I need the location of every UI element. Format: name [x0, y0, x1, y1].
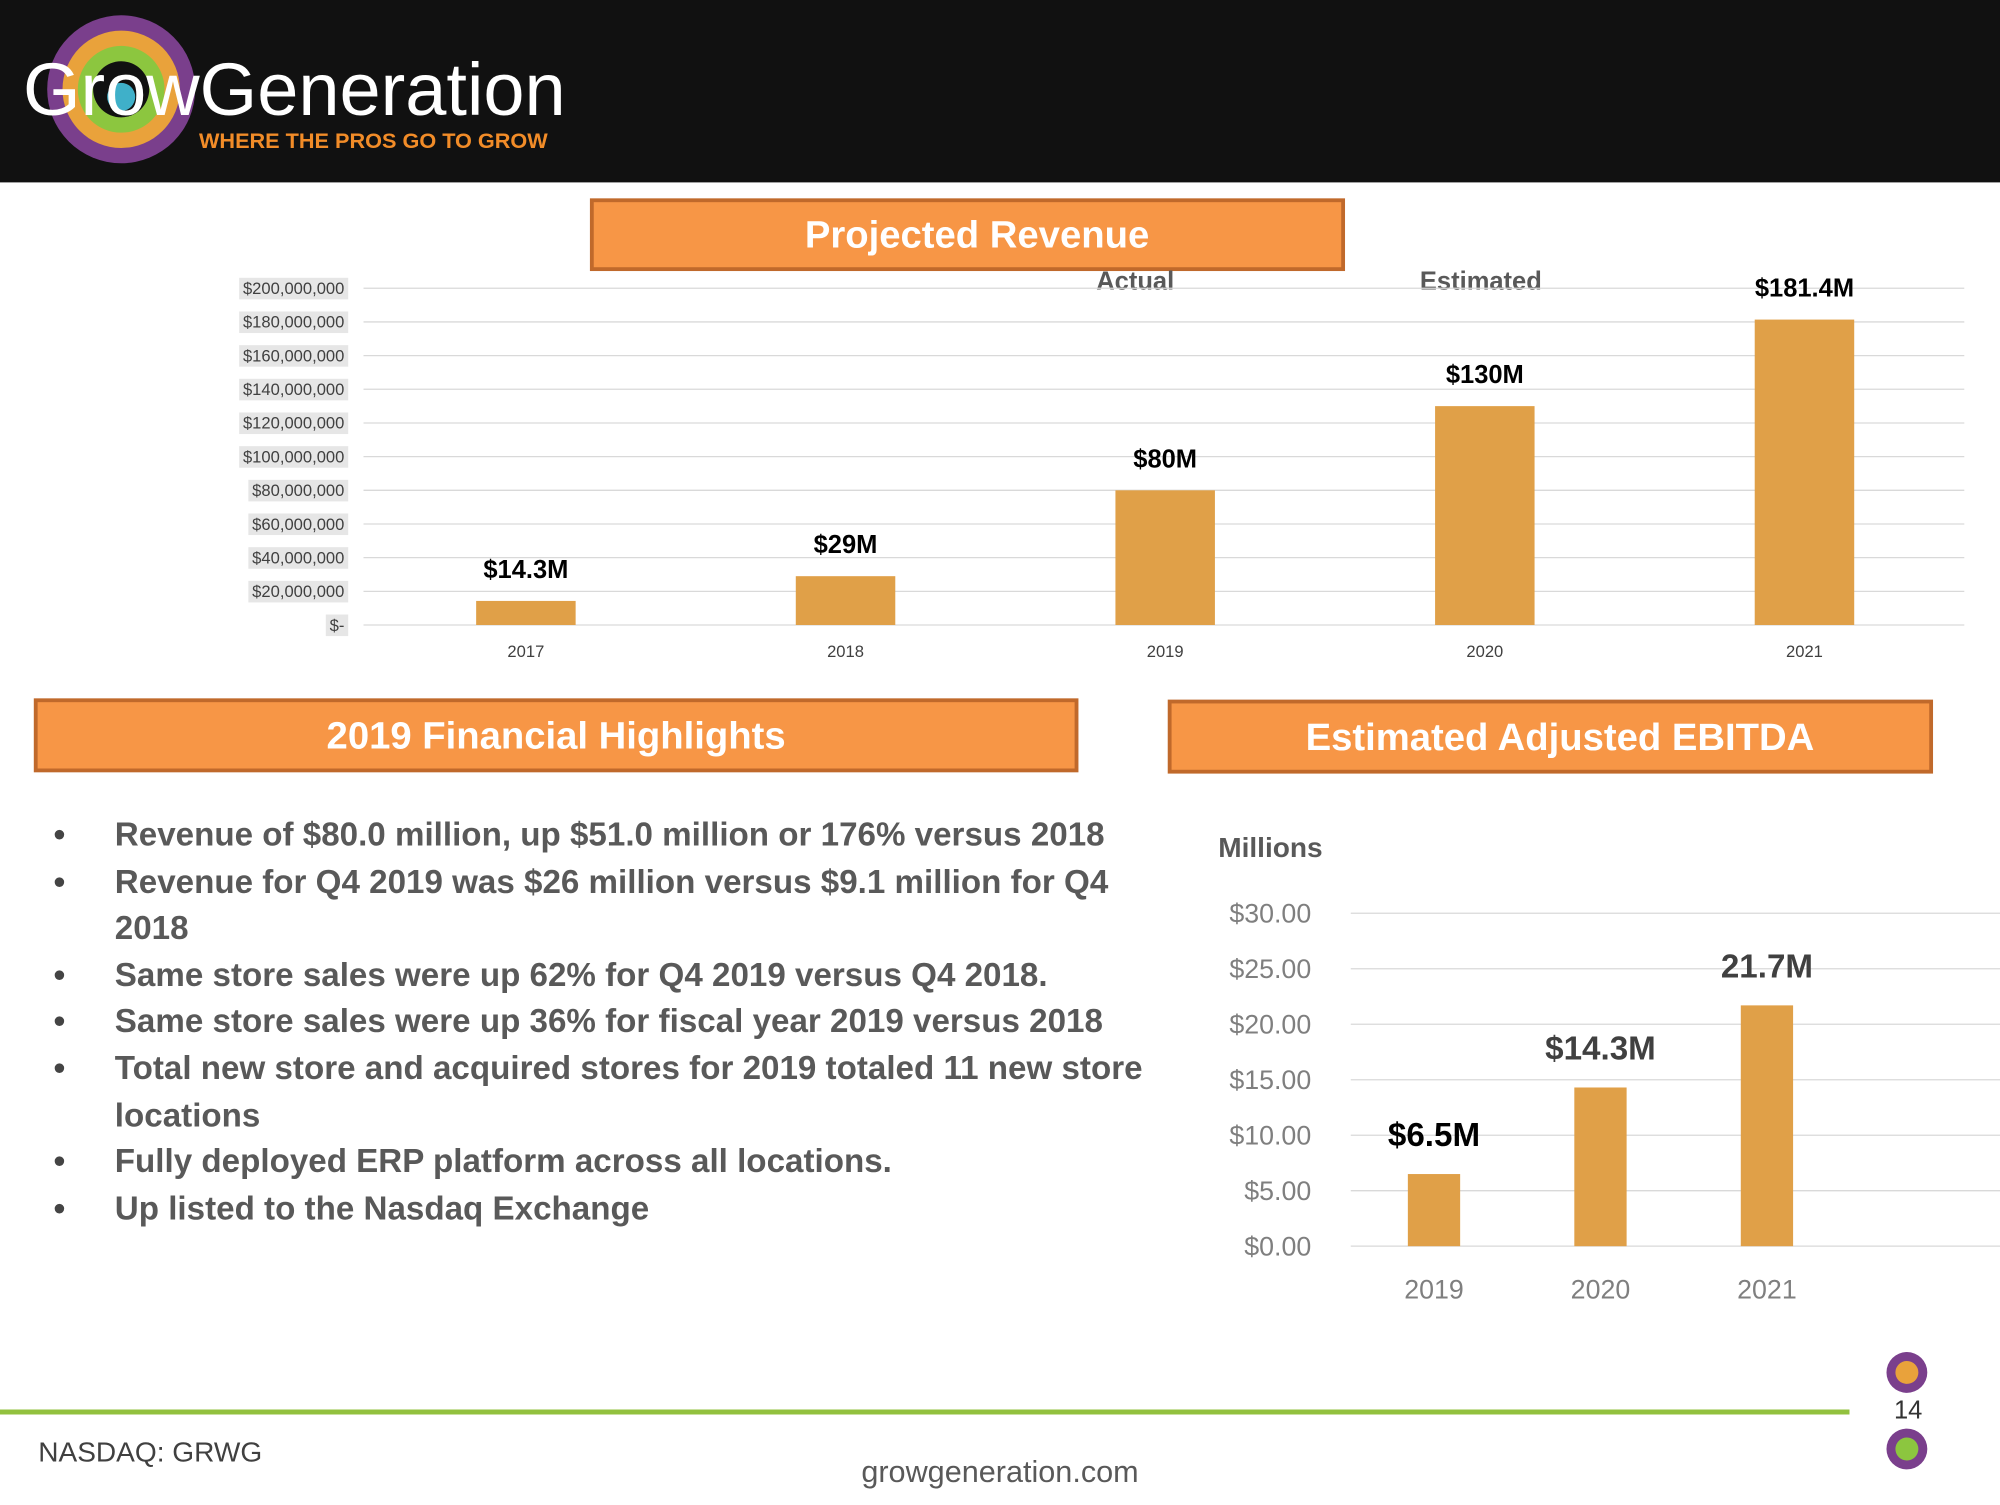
value-label: $80M — [1133, 445, 1197, 473]
highlight-item: Revenue of $80.0 million, up $51.0 milli… — [54, 811, 1148, 858]
y-tick-label: $0.00 — [1244, 1232, 1311, 1262]
bar — [795, 576, 896, 625]
y-tick-label: $10.00 — [1229, 1121, 1311, 1151]
highlight-item: Revenue for Q4 2019 was $26 million vers… — [54, 858, 1148, 951]
bar — [1740, 1005, 1794, 1247]
bar — [476, 600, 576, 625]
value-label: $130M — [1446, 361, 1524, 389]
website: growgeneration.com — [861, 1455, 1138, 1489]
section-box — [589, 198, 1346, 272]
tick-label-bg — [248, 580, 349, 603]
y-tick-label: $25.00 — [1229, 954, 1311, 984]
y-tick-label: $180,000,000 — [243, 313, 344, 332]
x-tick-label: 2021 — [1786, 642, 1823, 661]
y-tick-label: $5.00 — [1244, 1176, 1311, 1206]
tick-label-bg — [248, 513, 349, 536]
value-label: $181.4M — [1755, 275, 1854, 303]
bar — [1754, 319, 1855, 625]
bar — [1574, 1087, 1627, 1247]
highlights-box: Revenue of $80.0 million, up $51.0 milli… — [51, 811, 1148, 1270]
ticker: NASDAQ: GRWG — [38, 1437, 262, 1468]
y-tick-label: $80,000,000 — [252, 481, 344, 500]
section-box — [1167, 699, 1934, 774]
highlight-item: Fully deployed ERP platform across all l… — [54, 1138, 1148, 1185]
x-tick-label: 2020 — [1571, 1274, 1631, 1304]
tick-label-bg — [239, 378, 349, 401]
logo-text: GrowGeneration — [23, 48, 566, 131]
y-tick-label: $20,000,000 — [252, 582, 344, 601]
logo-flower — [47, 15, 196, 164]
tick-label-bg — [239, 446, 349, 468]
section-title: 2019 Financial Highlights — [327, 715, 786, 758]
y-tick-label: $15.00 — [1229, 1065, 1311, 1095]
chart-title: Estimated Adjusted EBITDA — [1306, 716, 1815, 759]
header-band — [0, 0, 2000, 183]
y-tick-label: $30.00 — [1229, 899, 1311, 929]
y-tick-label: $200,000,000 — [243, 279, 344, 298]
value-label: $6.5M — [1388, 1117, 1480, 1154]
y-tick-label: $40,000,000 — [252, 548, 344, 567]
value-label: $29M — [814, 531, 878, 559]
y-tick-label: $100,000,000 — [243, 447, 344, 466]
value-label: 21.7M — [1721, 948, 1813, 985]
x-tick-label: 2018 — [827, 642, 864, 661]
y-tick-label: $- — [330, 616, 345, 635]
y-tick-label: $60,000,000 — [252, 515, 344, 534]
page-number: 14 — [1894, 1396, 1922, 1424]
x-tick-label: 2020 — [1466, 642, 1503, 661]
bar — [1115, 490, 1215, 625]
y-tick-label: $160,000,000 — [243, 346, 344, 365]
highlight-item: Total new store and acquired stores for … — [54, 1045, 1148, 1138]
footer-flower — [1886, 1352, 1928, 1470]
tick-label-bg — [239, 277, 349, 300]
chart-title: Projected Revenue — [805, 213, 1149, 256]
value-label: $14.3M — [1545, 1030, 1656, 1067]
tick-label-bg — [248, 479, 349, 502]
y-tick-label: $20.00 — [1229, 1010, 1311, 1040]
annotation: Estimated — [1420, 268, 1542, 296]
x-tick-label: 2021 — [1737, 1274, 1797, 1304]
x-tick-label: 2019 — [1147, 642, 1184, 661]
annotation: Actual — [1096, 268, 1174, 296]
y-tick-label: $120,000,000 — [243, 414, 344, 433]
tick-label-bg — [239, 345, 349, 367]
highlight-item: Same store sales were up 36% for fiscal … — [54, 998, 1148, 1045]
y-axis-label: Millions — [1218, 832, 1322, 863]
highlight-item: Same store sales were up 62% for Q4 2019… — [54, 951, 1148, 998]
y-tick-label: $140,000,000 — [243, 380, 344, 399]
tagline: WHERE THE PROS GO TO GROW — [199, 128, 548, 153]
bar — [1407, 1174, 1461, 1247]
tick-label-bg — [239, 412, 349, 435]
highlights-list: Revenue of $80.0 million, up $51.0 milli… — [51, 811, 1148, 1231]
highlight-item: Up listed to the Nasdaq Exchange — [54, 1185, 1148, 1232]
bar — [1435, 406, 1535, 625]
tick-label-bg — [325, 614, 349, 637]
value-label: $14.3M — [483, 556, 568, 584]
tick-label-bg — [248, 547, 349, 569]
x-tick-label: 2019 — [1404, 1274, 1464, 1304]
tick-label-bg — [239, 311, 349, 334]
x-tick-label: 2017 — [507, 642, 544, 661]
section-box — [33, 698, 1079, 773]
